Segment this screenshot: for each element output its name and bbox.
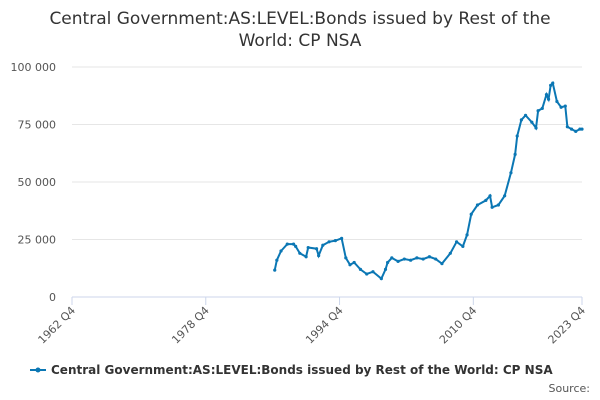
- data-point: [503, 194, 507, 198]
- data-line: [273, 81, 582, 281]
- data-point: [390, 256, 394, 260]
- data-point: [294, 244, 298, 248]
- data-point: [569, 127, 574, 131]
- data-point: [427, 255, 432, 259]
- data-point: [344, 256, 348, 260]
- data-point: [396, 259, 400, 263]
- legend-label: Central Government:AS:LEVEL:Bonds issued…: [51, 363, 553, 377]
- data-point: [580, 127, 584, 131]
- data-point: [379, 277, 383, 281]
- x-tick-label: 2010 Q4: [437, 304, 480, 347]
- data-point: [340, 236, 344, 240]
- data-point: [469, 212, 473, 216]
- data-point: [409, 258, 413, 262]
- data-point: [559, 105, 563, 109]
- data-point: [549, 83, 553, 87]
- data-point: [565, 125, 569, 129]
- data-point: [440, 262, 444, 266]
- data-point: [333, 239, 337, 243]
- data-point: [534, 126, 538, 130]
- data-point: [563, 104, 567, 108]
- y-tick-label: 50 000: [18, 176, 57, 189]
- source: Source:: [549, 382, 591, 395]
- data-point: [488, 194, 492, 198]
- data-point: [555, 99, 559, 104]
- y-tick-label: 25 000: [18, 234, 57, 247]
- x-tick-label: 1994 Q4: [303, 304, 346, 347]
- data-point: [279, 249, 283, 253]
- x-tick-label: 2023 Q4: [546, 304, 589, 347]
- data-point: [317, 254, 321, 258]
- data-point: [285, 242, 289, 246]
- data-point: [536, 109, 540, 113]
- data-point: [454, 240, 459, 244]
- data-point: [298, 251, 302, 255]
- data-point: [434, 257, 438, 261]
- data-point: [358, 267, 363, 271]
- data-point: [513, 152, 517, 156]
- data-point: [490, 205, 494, 209]
- data-point: [484, 198, 488, 202]
- data-point: [515, 134, 519, 138]
- data-point: [291, 242, 296, 246]
- data-point: [540, 106, 544, 110]
- data-point: [352, 260, 356, 265]
- data-point: [383, 267, 388, 271]
- y-tick-label: 100 000: [11, 61, 57, 74]
- data-point: [304, 255, 308, 259]
- data-point: [273, 268, 277, 272]
- data-point: [371, 270, 375, 274]
- chart-title: Central Government:AS:LEVEL:Bonds issued…: [49, 9, 550, 51]
- legend-marker: [35, 367, 41, 373]
- data-point: [519, 118, 523, 122]
- data-point: [314, 247, 319, 251]
- data-point: [465, 233, 469, 237]
- data-point: [386, 260, 390, 265]
- data-point: [327, 240, 331, 244]
- data-point: [544, 93, 549, 97]
- data-point: [551, 81, 555, 85]
- data-point: [461, 244, 465, 248]
- data-point: [509, 171, 513, 175]
- data-point: [496, 203, 500, 207]
- data-point: [523, 113, 528, 117]
- data-point: [348, 263, 352, 267]
- data-point: [321, 243, 325, 247]
- data-point: [402, 257, 406, 261]
- data-point: [275, 258, 279, 262]
- data-point: [448, 251, 452, 255]
- data-point: [475, 203, 480, 207]
- x-tick-label: 1978 Q4: [169, 304, 212, 347]
- data-point: [574, 129, 578, 133]
- data-point: [365, 272, 369, 276]
- data-point: [530, 120, 534, 124]
- y-tick-label: 75 000: [18, 119, 57, 132]
- data-point: [546, 97, 551, 101]
- data-point: [415, 256, 419, 260]
- x-tick-label: 1962 Q4: [36, 304, 79, 347]
- data-point: [306, 245, 310, 250]
- y-tick-label: 0: [49, 291, 56, 304]
- data-point: [421, 257, 425, 261]
